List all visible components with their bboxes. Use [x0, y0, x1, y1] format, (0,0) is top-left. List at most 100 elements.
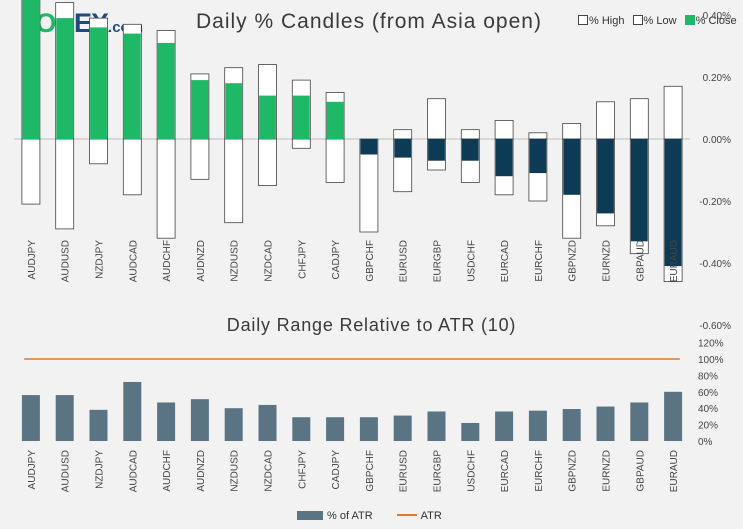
candle-high-bar: [494, 120, 514, 140]
atr-bar: [55, 395, 74, 441]
atr-y-tick: 40%: [698, 404, 718, 415]
atr-bar: [326, 417, 345, 441]
atr-x-tick: USDCHF: [466, 450, 477, 492]
candle-close-bar: [259, 95, 276, 139]
candles-x-tick: AUDJPY: [27, 240, 38, 280]
atr-x-tick: EURNZD: [602, 450, 613, 492]
atr-x-tick: GBPNZD: [568, 450, 579, 492]
atr-x-tick: CADJPY: [331, 450, 342, 490]
atr-bar: [393, 415, 412, 441]
candle-close-bar: [191, 80, 209, 139]
candle-low-bar: [224, 138, 244, 224]
candle-low-bar: [89, 138, 108, 165]
candle-high-bar: [562, 123, 582, 140]
legend-close: % Close: [684, 15, 737, 27]
candles-y-tick: -0.60%: [699, 321, 731, 332]
atr-x-tick: EURCAD: [500, 450, 511, 492]
candles-x-tick: NZDJPY: [95, 240, 106, 279]
atr-y-tick: 20%: [698, 421, 718, 432]
legend-atr-line-swatch: [396, 514, 417, 516]
atr-legend: % of ATR ATR: [297, 510, 442, 522]
atr-bar: [495, 411, 514, 441]
candle-low-bar: [190, 138, 210, 180]
atr-chart-title: Daily Range Relative to ATR (10): [226, 315, 517, 335]
candle-close-bar: [563, 139, 581, 195]
atr-x-tick: AUDUSD: [61, 450, 72, 492]
atr-x-tick: NZDCAD: [264, 450, 275, 492]
candles-x-tick: EURNZD: [602, 240, 613, 282]
candle-close-bar: [90, 27, 107, 139]
atr-x-tick: AUDCHF: [162, 450, 173, 492]
candles-x-tick: USDCHF: [466, 240, 477, 282]
atr-x-tick: NZDJPY: [95, 450, 106, 489]
legend-high: % High: [578, 15, 624, 27]
candle-high-bar: [629, 98, 649, 140]
atr-bar: [258, 404, 277, 441]
candle-close-bar: [495, 139, 513, 177]
candle-low-bar: [55, 138, 75, 230]
atr-bar: [461, 422, 480, 441]
candle-low-bar: [325, 138, 345, 183]
candle-close-bar: [225, 83, 243, 139]
candles-x-tick: AUDCHF: [162, 240, 173, 282]
candle-close-bar: [292, 95, 310, 139]
atr-y-tick: 120%: [698, 339, 724, 350]
candles-x-tick: GBPAUD: [635, 240, 646, 282]
candles-chart-title: Daily % Candles (from Asia open): [196, 10, 542, 33]
atr-bar: [359, 417, 378, 441]
candles-x-tick: AUDUSD: [61, 240, 72, 282]
candles-y-tick: -0.40%: [699, 259, 731, 270]
candle-close-bar: [529, 139, 547, 174]
legend-low-swatch: [632, 15, 643, 25]
atr-x-tick: CHFJPY: [297, 450, 308, 489]
candles-x-tick: CADJPY: [331, 240, 342, 280]
candle-close-bar: [630, 139, 648, 242]
candle-close-bar: [123, 33, 141, 139]
legend-high-swatch: [578, 15, 588, 25]
candle-close-bar: [360, 139, 378, 155]
candle-close-bar: [428, 139, 445, 161]
candles-x-tick: EURCHF: [534, 240, 545, 282]
atr-bar: [427, 411, 446, 441]
atr-x-tick: EURGBP: [433, 450, 444, 493]
atr-bar: [292, 417, 311, 441]
candles-y-tick: -0.20%: [699, 197, 731, 208]
atr-y-tick: 60%: [698, 388, 718, 399]
candle-low-bar: [258, 138, 277, 186]
candle-high-bar: [460, 129, 480, 140]
atr-y-tick: 80%: [698, 371, 718, 382]
candle-close-bar: [56, 18, 74, 140]
atr-x-tick: GBPAUD: [635, 450, 646, 492]
atr-bar: [21, 395, 40, 441]
candles-x-tick: AUDNZD: [196, 240, 207, 282]
atr-x-tick: AUDJPY: [27, 450, 38, 490]
candles-x-tick: EURAUD: [669, 240, 680, 282]
candles-legend: % High % Low % Close: [578, 15, 742, 27]
atr-x-tick: EURUSD: [399, 450, 410, 492]
candles-x-tick: EURUSD: [399, 240, 410, 282]
candles-x-tick: EURCAD: [500, 240, 511, 282]
atr-y-tick: 0%: [698, 437, 713, 448]
candle-low-bar: [21, 138, 41, 205]
candle-close-bar: [157, 42, 175, 139]
atr-bar: [664, 391, 683, 441]
candle-close-bar: [326, 101, 344, 139]
candle-close-bar: [394, 139, 412, 158]
candles-x-tick: EURGBP: [433, 240, 444, 283]
candle-low-bar: [291, 138, 311, 149]
atr-x-tick: EURAUD: [669, 450, 680, 492]
candle-high-bar: [427, 98, 446, 140]
atr-bar: [528, 410, 547, 441]
atr-bar: [224, 408, 243, 441]
legend-atr-bar-swatch: [297, 511, 323, 520]
candles-x-tick: NZDUSD: [230, 240, 241, 282]
candles-x-tick: NZDCAD: [264, 240, 275, 282]
atr-bar: [562, 409, 581, 441]
atr-bar: [630, 402, 649, 441]
candle-low-bar: [156, 138, 176, 239]
candle-close-bar: [461, 139, 479, 161]
candle-high-bar: [663, 85, 683, 140]
candle-low-bar: [122, 138, 142, 196]
candle-high-bar: [393, 129, 413, 140]
